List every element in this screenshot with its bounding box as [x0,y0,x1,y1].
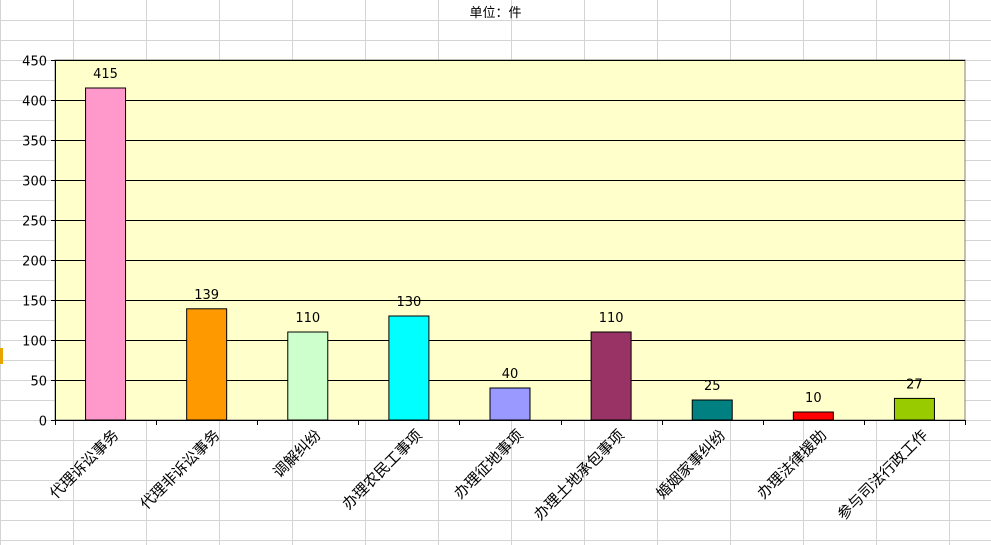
bar [489,387,531,421]
data-label: 110 [599,311,624,326]
data-label: 10 [805,391,822,406]
x-tick-label: 办理农民工事项 [339,426,426,513]
y-tick-label: 300 [22,175,47,190]
bar [287,331,329,421]
x-tick-label: 参与司法行政工作 [834,426,932,524]
y-tick-label: 450 [22,55,47,70]
data-label: 110 [295,311,320,326]
x-tick-label: 代理非诉讼事务 [137,426,224,513]
x-tick-label: 代理诉讼事务 [46,426,122,502]
data-label: 139 [194,288,219,303]
bar [186,308,228,421]
x-tick-label: 办理土地承包事项 [530,426,628,524]
data-label: 40 [502,367,519,382]
bar [590,331,632,421]
bar [792,411,834,421]
y-tick-label: 100 [22,335,47,350]
y-tick-label: 0 [39,415,47,430]
bar [893,397,935,421]
x-tick-label: 婚姻家事纠纷 [653,426,729,502]
data-label: 415 [93,67,118,82]
y-tick-label: 50 [30,375,47,390]
x-tick-label: 办理征地事项 [450,426,526,502]
data-label: 27 [906,377,923,392]
y-tick-label: 200 [22,255,47,270]
y-tick-label: 400 [22,95,47,110]
unit-label: 单位：件 [469,6,522,21]
y-tick-label: 250 [22,215,47,230]
selection-marker [0,348,3,364]
bar [388,315,430,421]
data-label: 25 [704,379,721,394]
x-tick-label: 办理法律援助 [754,426,830,502]
bar [691,399,733,421]
x-tick-label: 调解纠纷 [269,426,324,481]
bar [85,87,127,421]
data-label: 130 [396,295,421,310]
y-tick-label: 150 [22,295,47,310]
y-tick-label: 350 [22,135,47,150]
